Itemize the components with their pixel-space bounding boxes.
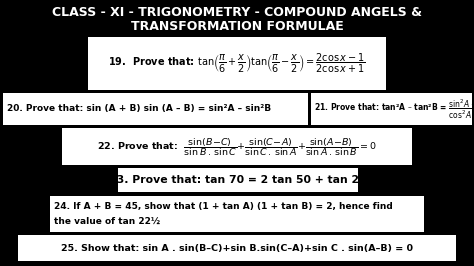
Text: the value of tan 22½: the value of tan 22½ — [54, 217, 160, 226]
FancyBboxPatch shape — [311, 93, 472, 125]
Text: CLASS - XI - TRIGONOMETRY - COMPOUND ANGELS &: CLASS - XI - TRIGONOMETRY - COMPOUND ANG… — [52, 6, 422, 19]
Text: 19.  Prove that: $\tan\!\left(\dfrac{\pi}{6}+\dfrac{x}{2}\right)\tan\!\left(\dfr: 19. Prove that: $\tan\!\left(\dfrac{\pi}… — [108, 52, 366, 74]
Text: 20. Prove that: sin (A + B) sin (A – B) = sin²A – sin²B: 20. Prove that: sin (A + B) sin (A – B) … — [7, 105, 271, 114]
FancyBboxPatch shape — [18, 235, 456, 261]
Text: TRANSFORMATION FORMULAE: TRANSFORMATION FORMULAE — [131, 20, 343, 34]
FancyBboxPatch shape — [88, 37, 386, 90]
Text: 21. Prove that: tan²A – tan²B = $\dfrac{\sin^2\!A-\sin^2\!B}{\cos^2\!A\cdot\cos^: 21. Prove that: tan²A – tan²B = $\dfrac{… — [314, 97, 474, 120]
Text: 23. Prove that: tan 70 = 2 tan 50 + tan 20: 23. Prove that: tan 70 = 2 tan 50 + tan … — [109, 175, 367, 185]
FancyBboxPatch shape — [50, 196, 424, 232]
Text: 25. Show that: sin A . sin(B–C)+sin B.sin(C–A)+sin C . sin(A–B) = 0: 25. Show that: sin A . sin(B–C)+sin B.si… — [61, 243, 413, 252]
FancyBboxPatch shape — [62, 128, 412, 165]
Text: 22. Prove that:  $\dfrac{\sin(B\!-\!C)}{\sin B\,.\,\sin C}$$+\dfrac{\sin(C\!-\!A: 22. Prove that: $\dfrac{\sin(B\!-\!C)}{\… — [97, 136, 377, 158]
FancyBboxPatch shape — [3, 93, 308, 125]
FancyBboxPatch shape — [118, 168, 358, 192]
Text: 24. If A + B = 45, show that (1 + tan A) (1 + tan B) = 2, hence find: 24. If A + B = 45, show that (1 + tan A)… — [54, 202, 393, 211]
